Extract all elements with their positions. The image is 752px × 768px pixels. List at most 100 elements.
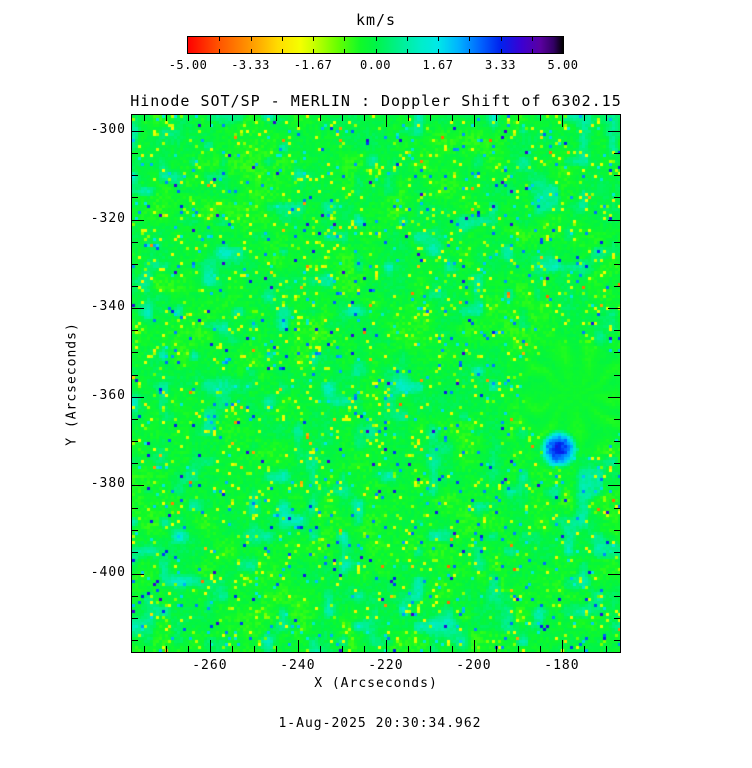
y-axis-minor-tick [614, 375, 620, 376]
y-axis-minor-tick [132, 618, 138, 619]
y-axis-minor-tick [614, 441, 620, 442]
x-tick-label: -260 [192, 658, 228, 673]
x-axis-major-tick [210, 115, 211, 127]
colorbar-tick [281, 37, 283, 41]
y-axis-minor-tick [132, 552, 138, 553]
y-axis-minor-tick [614, 175, 620, 176]
colorbar-tick [219, 37, 221, 41]
x-axis-minor-tick [606, 646, 607, 652]
colorbar-tick-label: 1.67 [422, 58, 454, 72]
colorbar-tick-label: 3.33 [485, 58, 516, 72]
x-tick-label: -180 [544, 658, 580, 673]
x-axis-minor-tick [518, 646, 519, 652]
x-axis-major-tick [386, 640, 387, 652]
x-axis-minor-tick [320, 646, 321, 652]
y-axis-minor-tick [614, 552, 620, 553]
x-tick-label: -240 [280, 658, 316, 673]
x-axis-minor-tick [232, 115, 233, 121]
x-axis-minor-tick [232, 646, 233, 652]
x-axis-minor-tick [540, 646, 541, 652]
y-axis-major-tick [132, 485, 144, 486]
colorbar-tick [344, 37, 346, 41]
x-axis-minor-tick [584, 115, 585, 121]
x-axis-minor-tick [144, 646, 145, 652]
x-axis-minor-tick [364, 646, 365, 652]
colorbar-tick-label: 5.00 [547, 58, 579, 72]
x-axis-minor-tick [496, 115, 497, 121]
x-tick-label: -200 [456, 658, 492, 673]
doppler-map-canvas [132, 115, 620, 652]
x-axis-minor-tick [166, 646, 167, 652]
y-axis-minor-tick [132, 153, 138, 154]
y-axis-minor-tick [614, 330, 620, 331]
y-axis-minor-tick [132, 197, 138, 198]
y-axis-major-tick [132, 574, 144, 575]
colorbar-tick [531, 49, 533, 53]
colorbar-tick [281, 49, 283, 53]
y-axis-minor-tick [614, 463, 620, 464]
y-axis-minor-tick [614, 264, 620, 265]
x-axis-minor-tick [144, 115, 145, 121]
x-axis-major-tick [562, 115, 563, 127]
y-axis-minor-tick [614, 352, 620, 353]
x-axis-minor-tick [188, 646, 189, 652]
y-axis-minor-tick [132, 640, 138, 641]
colorbar-tick [531, 37, 533, 41]
y-tick-label: -340 [90, 299, 126, 315]
colorbar-tick [406, 49, 408, 53]
x-axis-minor-tick [518, 115, 519, 121]
colorbar-tick [406, 37, 408, 41]
y-axis-minor-tick [614, 419, 620, 420]
y-tick-label: -360 [90, 387, 126, 403]
x-axis-minor-tick [254, 646, 255, 652]
colorbar-tick-labels: -5.00 -3.33 -1.67 0.00 1.67 3.33 5.00 [169, 58, 578, 74]
x-axis-major-tick [298, 640, 299, 652]
colorbar-tick-label: -5.00 [168, 58, 208, 72]
x-axis-minor-tick [166, 115, 167, 121]
y-axis-minor-tick [132, 175, 138, 176]
y-axis-minor-tick [614, 286, 620, 287]
y-axis-minor-tick [132, 463, 138, 464]
y-axis-major-tick [132, 308, 144, 309]
y-axis-major-tick [608, 220, 620, 221]
colorbar-tick [313, 37, 314, 41]
x-axis-minor-tick [320, 115, 321, 121]
y-axis-major-tick [608, 397, 620, 398]
timestamp: 1-Aug-2025 20:30:34.962 [278, 716, 482, 731]
x-axis-major-tick [298, 115, 299, 127]
colorbar [187, 36, 564, 54]
y-tick-label: -320 [90, 210, 126, 226]
y-axis-minor-tick [614, 640, 620, 641]
x-axis-minor-tick [408, 646, 409, 652]
y-axis-minor-tick [614, 618, 620, 619]
colorbar-tick-label: -3.33 [231, 58, 270, 72]
x-axis-minor-tick [364, 115, 365, 121]
x-axis-major-tick [386, 115, 387, 127]
y-axis-minor-tick [132, 286, 138, 287]
y-axis-minor-tick [614, 242, 620, 243]
colorbar-tick [313, 49, 314, 53]
y-axis-minor-tick [132, 530, 138, 531]
y-axis-minor-tick [614, 530, 620, 531]
y-axis-minor-tick [132, 352, 138, 353]
colorbar-tick [250, 37, 252, 41]
colorbar-tick [500, 49, 502, 53]
y-axis-minor-tick [614, 596, 620, 597]
y-axis-minor-tick [132, 264, 138, 265]
x-axis-title: X (Arcseconds) [314, 676, 438, 691]
x-axis-minor-tick [254, 115, 255, 121]
colorbar-tick [438, 49, 439, 53]
x-axis-major-tick [210, 640, 211, 652]
y-tick-label: -300 [90, 121, 126, 137]
y-axis-major-tick [132, 131, 144, 132]
colorbar-title: km/s [355, 11, 397, 29]
colorbar-tick [375, 49, 377, 53]
colorbar-tick-label: 0.00 [360, 58, 391, 72]
colorbar-tick [344, 49, 346, 53]
x-axis-major-tick [474, 115, 475, 127]
y-axis-major-tick [608, 308, 620, 309]
y-tick-label: -380 [90, 476, 126, 492]
colorbar-tick [469, 49, 471, 53]
x-axis-minor-tick [540, 115, 541, 121]
